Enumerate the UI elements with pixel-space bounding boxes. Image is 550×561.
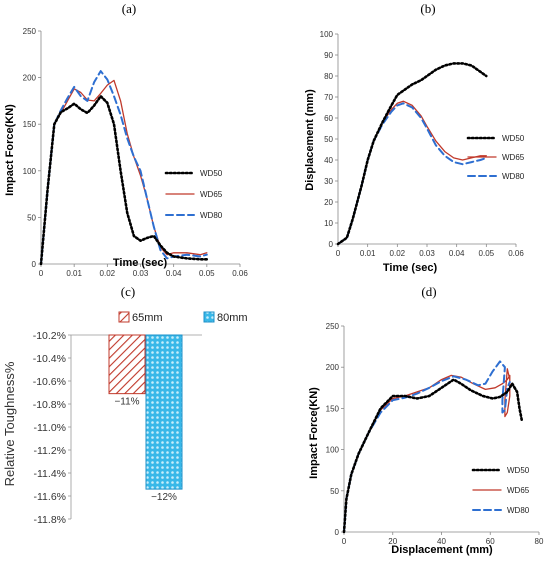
y-tick-label: -11.4%: [34, 468, 67, 480]
y-tick-label: 0: [335, 528, 340, 537]
legend-label-wd65: WD65: [507, 486, 530, 495]
legend-label-65mm: 65mm: [132, 312, 163, 324]
x-tick-label: 20: [388, 537, 397, 546]
y-tick-label: 50: [330, 487, 339, 496]
x-tick-label: 0.04: [449, 249, 465, 258]
x-tick-label: 40: [437, 537, 446, 546]
y-tick-label: 100: [320, 30, 334, 39]
panel-d: (d) 0 50 100 150 200 250 0 20 40 60 80 Displacemen…: [308, 284, 544, 556]
data-label-80mm: −12%: [151, 492, 177, 503]
panel-b: (b) 0 10 20 30 40 50 60 70 80 90 100 0 0.01 0.02 0.03 0…: [304, 1, 525, 274]
legend-a: WD50 WD65 WD80: [164, 169, 223, 220]
y-tick-label: -11.8%: [34, 514, 67, 526]
series-line-wd65: [337, 100, 487, 245]
y-axis-label-a: Impact Force(KN): [4, 104, 16, 196]
legend-label-wd80: WD80: [507, 506, 530, 515]
y-tick-label: 250: [326, 322, 340, 331]
y-tick-label: 100: [23, 167, 37, 176]
y-tick-label: 150: [326, 404, 340, 413]
x-tick-label: 0.05: [199, 269, 215, 278]
legend-d: WD50 WD65 WD80: [471, 466, 530, 515]
y-tick-label: 50: [324, 135, 333, 144]
series-line-wd50: [342, 378, 524, 534]
panel-label-d: (d): [421, 284, 436, 299]
bar-65mm: [108, 334, 146, 395]
y-tick-label: 150: [23, 120, 37, 129]
x-axis-label-d: Displacement (mm): [391, 544, 493, 556]
legend-swatch-65mm: [118, 311, 130, 323]
legend-label-wd65: WD65: [502, 153, 525, 162]
y-tick-label: -11.6%: [34, 491, 67, 503]
legend-label-wd50: WD50: [200, 169, 223, 178]
series-line-wd80: [343, 360, 511, 533]
y-axis-label-b: Displacement (mm): [304, 89, 316, 191]
x-axis-label-b: Time (sec): [383, 262, 438, 274]
legend-label-wd80: WD80: [502, 172, 525, 181]
x-tick-label: 0: [336, 249, 341, 258]
legend-swatch-80mm: [203, 311, 215, 323]
legend-label-80mm: 80mm: [217, 312, 248, 324]
panel-label-c: (c): [121, 284, 135, 299]
legend-b: WD50 WD65 WD80: [466, 134, 525, 181]
series-line-wd80: [337, 102, 488, 245]
series-line-wd65: [343, 368, 511, 533]
y-tick-label: 60: [324, 114, 333, 123]
y-tick-label: -11.0%: [34, 422, 67, 434]
x-tick-label: 0.04: [166, 269, 182, 278]
y-axis-label-d: Impact Force(KN): [308, 387, 320, 479]
y-tick-label: 0: [329, 240, 334, 249]
x-axis-label-a: Time (sec): [113, 257, 168, 269]
y-tick-label: -10.4%: [33, 353, 66, 365]
bar-80mm: [145, 334, 183, 490]
y-tick-label: 20: [324, 198, 333, 207]
y-axis-label-c: Relative Toughness%: [2, 361, 17, 486]
y-tick-label: 30: [324, 177, 333, 186]
y-tick-label: 70: [324, 93, 333, 102]
y-tick-label: -10.2%: [33, 330, 66, 342]
x-tick-label: 0.01: [360, 249, 376, 258]
y-tick-label: 0: [32, 260, 37, 269]
x-tick-label: 60: [486, 537, 495, 546]
series-line-wd50: [39, 94, 209, 266]
x-tick-label: 0.03: [419, 249, 435, 258]
y-tick-label: 250: [23, 27, 37, 36]
x-tick-label: 0.01: [66, 269, 82, 278]
panel-c: (c) -10.2% -10.4% -10.6% -10.8% -11.0% -11.2%…: [2, 284, 248, 526]
legend-c: 65mm 80mm: [118, 311, 248, 324]
legend-label-wd80: WD80: [200, 211, 223, 220]
y-tick-label: -11.2%: [34, 445, 67, 457]
y-tick-label: 100: [326, 446, 340, 455]
y-tick-label: 90: [324, 51, 333, 60]
x-tick-label: 0: [39, 269, 44, 278]
x-tick-label: 0.06: [508, 249, 524, 258]
panel-label-a: (a): [122, 1, 136, 16]
y-tick-label: 200: [23, 74, 37, 83]
y-tick-label: -10.6%: [33, 376, 66, 388]
x-tick-label: 0: [342, 537, 347, 546]
x-tick-label: 0.02: [100, 269, 116, 278]
series-line-wd50: [336, 62, 488, 246]
panel-a: (a) 0 50 100 150 200 250 0 0.01 0.02 0.03 0.04 0.05…: [4, 1, 248, 278]
y-tick-label: 80: [324, 72, 333, 81]
data-label-65mm: −11%: [114, 397, 139, 408]
x-tick-label: 0.05: [479, 249, 495, 258]
series-line-wd80: [40, 70, 208, 265]
x-tick-label: 0.06: [232, 269, 248, 278]
x-tick-label: 80: [535, 537, 544, 546]
legend-label-wd50: WD50: [507, 466, 530, 475]
y-tick-label: 40: [324, 156, 333, 165]
panel-label-b: (b): [420, 1, 435, 16]
y-tick-label: -10.8%: [33, 399, 66, 411]
y-tick-label: 10: [324, 219, 333, 228]
y-tick-label: 50: [27, 213, 36, 222]
legend-label-wd50: WD50: [502, 134, 525, 143]
legend-label-wd65: WD65: [200, 190, 223, 199]
y-tick-label: 200: [326, 363, 340, 372]
x-tick-label: 0.03: [133, 269, 149, 278]
x-tick-label: 0.02: [390, 249, 406, 258]
